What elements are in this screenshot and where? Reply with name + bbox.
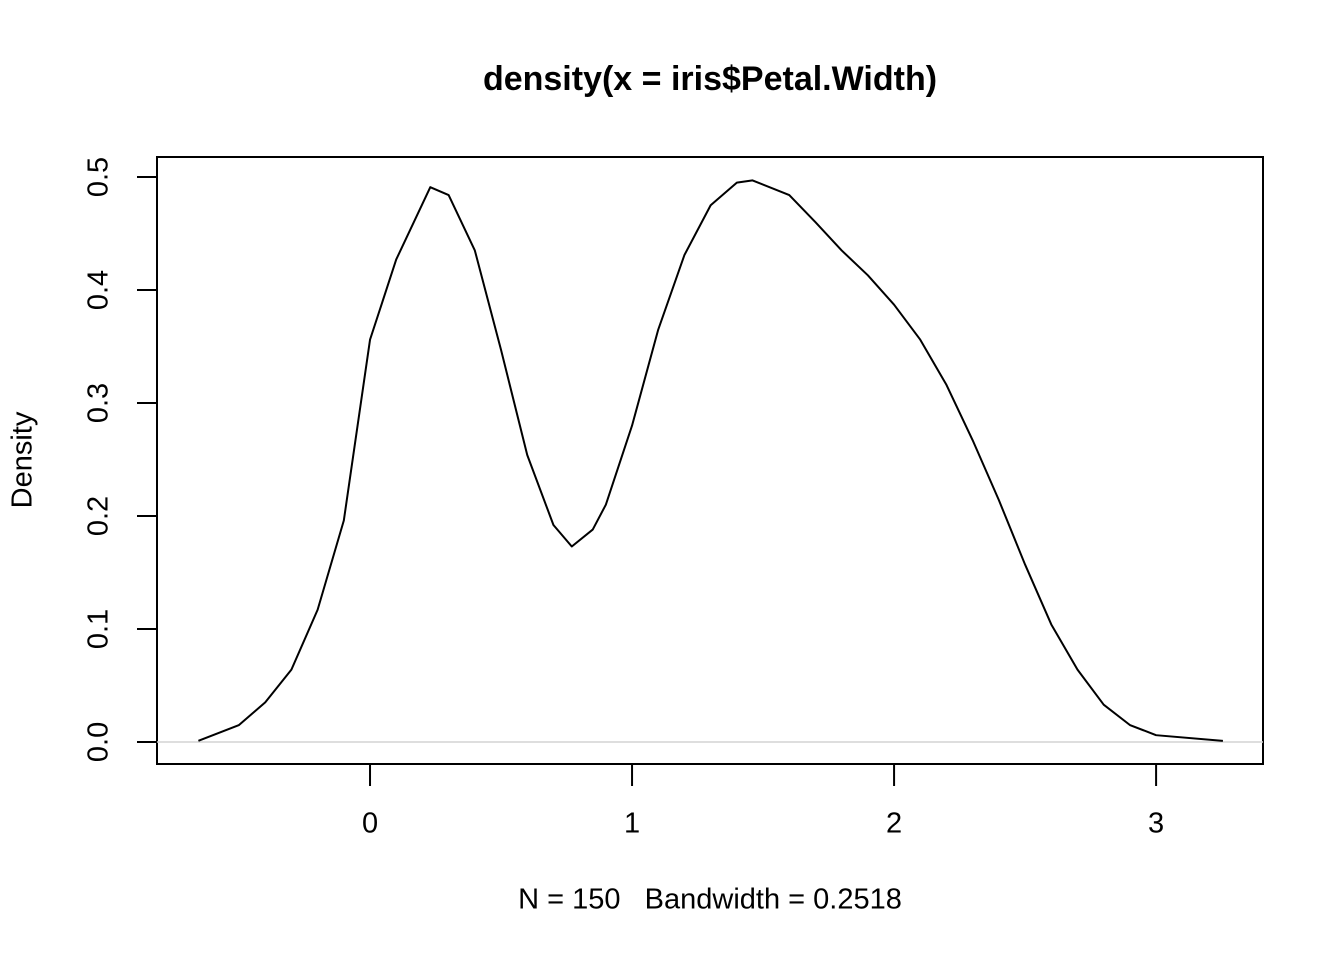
density-line — [198, 179, 1223, 742]
x-axis-label: N = 150 Bandwidth = 0.2518 — [518, 884, 902, 916]
x-tick-label: 1 — [624, 808, 640, 840]
chart-title: density(x = iris$Petal.Width) — [483, 60, 937, 98]
y-axis-label: Density — [7, 411, 39, 508]
x-tick-label: 3 — [1148, 808, 1164, 840]
plot-frame — [156, 156, 1264, 765]
y-tick-label: 0.4 — [83, 270, 115, 310]
y-tick-label: 0.0 — [83, 722, 115, 762]
y-tick-label: 0.2 — [83, 496, 115, 536]
y-tick-label: 0.5 — [83, 157, 115, 197]
x-tick-label: 2 — [886, 808, 902, 840]
y-tick-label: 0.1 — [83, 609, 115, 649]
y-tick-label: 0.3 — [83, 383, 115, 423]
x-tick-label: 0 — [362, 808, 378, 840]
